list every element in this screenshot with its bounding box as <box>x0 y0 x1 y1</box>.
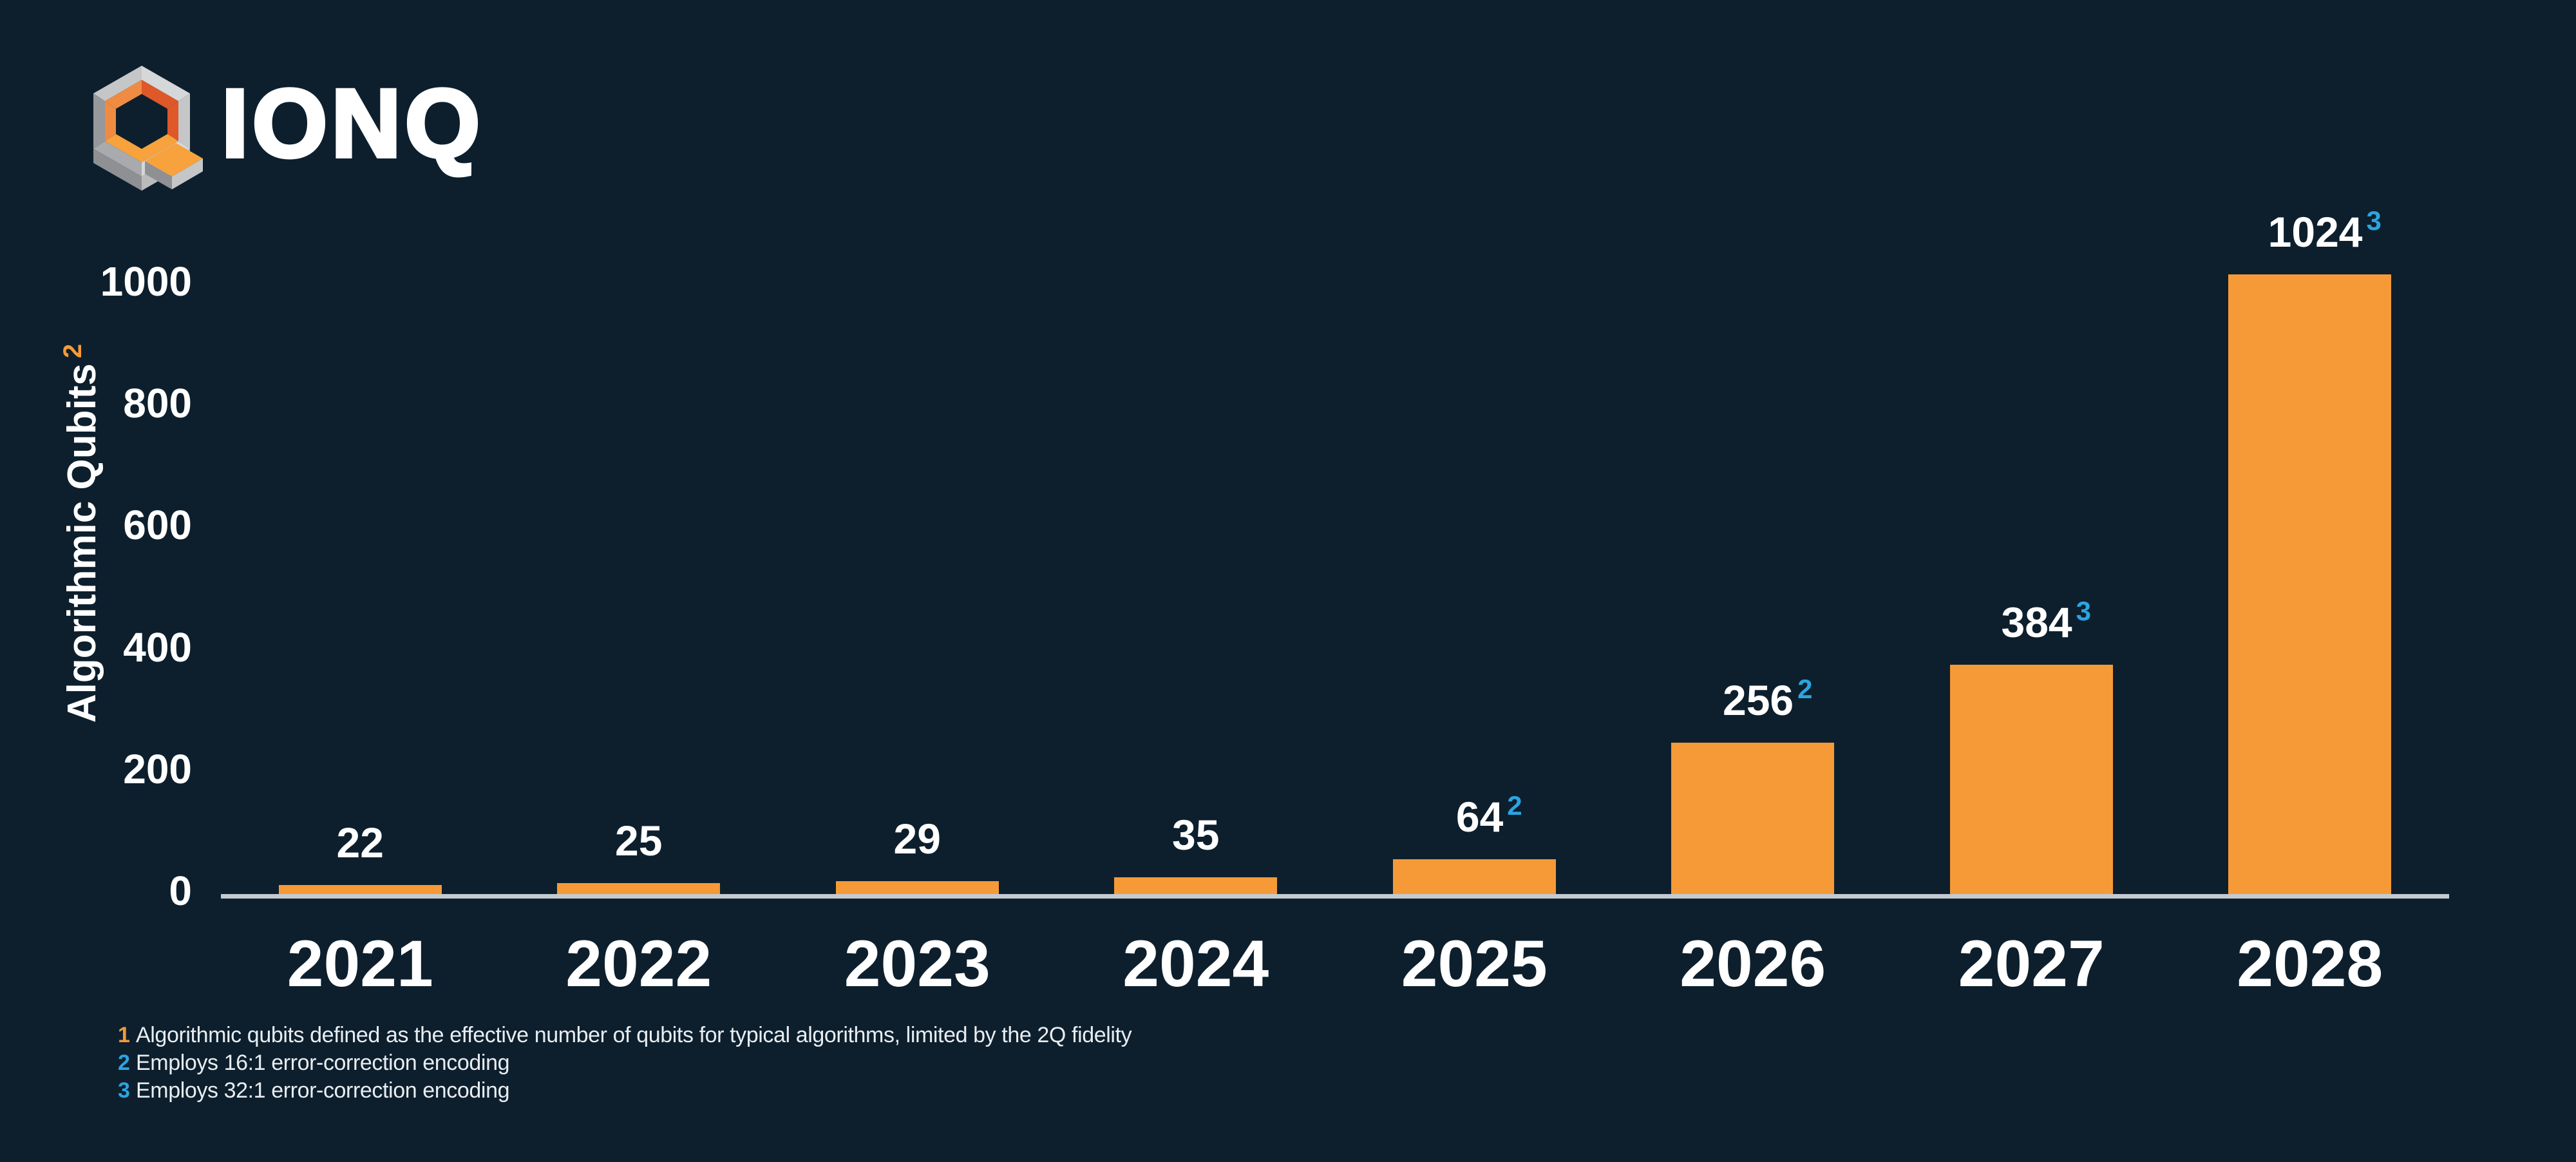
footnote-marker-1: 1 <box>118 1023 130 1047</box>
y-tick-label-0: 0 <box>169 868 192 914</box>
footnote-2: 2 Employs 16:1 error-correction encoding <box>118 1049 1132 1077</box>
footnotes: 1 Algorithmic qubits defined as the effec… <box>118 1022 1132 1105</box>
value-label-2022: 25 <box>615 819 662 862</box>
x-axis-label-2028: 2028 <box>2237 927 2383 1000</box>
x-axis-label-2024: 2024 <box>1122 927 1269 1000</box>
value-superscript: 3 <box>2366 205 2382 236</box>
y-tick-label-400: 400 <box>123 624 192 671</box>
x-axis-line <box>221 894 2449 899</box>
x-axis-label-2022: 2022 <box>565 927 712 1000</box>
footnote-text-1: Algorithmic qubits defined as the effect… <box>136 1023 1132 1047</box>
bar-2026 <box>1671 743 1835 899</box>
value-label-2028: 1024 3 <box>2239 207 2382 256</box>
value-number: 256 <box>1723 676 1794 724</box>
value-label-2023: 29 <box>894 817 941 860</box>
value-superscript: 2 <box>1797 674 1813 704</box>
y-tick-label-800: 800 <box>123 380 192 427</box>
value-superscript: 2 <box>1507 790 1522 821</box>
value-label-2025: 64 2 <box>1426 792 1522 841</box>
value-number: 35 <box>1172 811 1220 859</box>
bar-2027 <box>1949 665 2113 899</box>
value-superscript: 3 <box>2076 596 2091 626</box>
y-tick-label-1000: 1000 <box>100 258 192 305</box>
y-tick-label-600: 600 <box>123 502 192 549</box>
value-number: 384 <box>2001 598 2072 646</box>
footnote-marker-2: 2 <box>118 1051 130 1075</box>
x-axis-label-2021: 2021 <box>287 927 433 1000</box>
y-axis-label-superscript: 2 <box>59 343 87 359</box>
x-axis-label-2023: 2023 <box>844 927 990 1000</box>
footnote-1: 1 Algorithmic qubits defined as the effec… <box>118 1022 1132 1049</box>
value-number: 29 <box>893 815 941 862</box>
bar-2025 <box>1392 859 1556 899</box>
value-label-2027: 384 3 <box>1972 598 2091 646</box>
footnote-3: 3 Employs 32:1 error-correction encoding <box>118 1077 1132 1105</box>
bar-2028 <box>2228 274 2392 899</box>
value-number: 64 <box>1455 793 1504 841</box>
ionq-wordmark: IONQ <box>220 69 484 177</box>
value-label-2026: 256 2 <box>1693 676 1812 724</box>
x-axis-label-2025: 2025 <box>1401 927 1548 1000</box>
ionq-logo-icon <box>93 66 203 191</box>
footnote-marker-3: 3 <box>118 1078 130 1103</box>
value-number: 1024 <box>2268 208 2363 256</box>
value-label-2024: 35 <box>1172 814 1219 856</box>
footnote-text-2: Employs 16:1 error-correction encoding <box>136 1051 510 1075</box>
value-number: 25 <box>615 817 663 864</box>
y-tick-label-200: 200 <box>123 745 192 792</box>
x-axis-label-2027: 2027 <box>1958 927 2105 1000</box>
value-label-2021: 22 <box>337 821 384 864</box>
value-number: 22 <box>336 819 384 866</box>
x-axis-label-2026: 2026 <box>1680 927 1826 1000</box>
footnote-text-3: Employs 32:1 error-correction encoding <box>136 1078 510 1103</box>
